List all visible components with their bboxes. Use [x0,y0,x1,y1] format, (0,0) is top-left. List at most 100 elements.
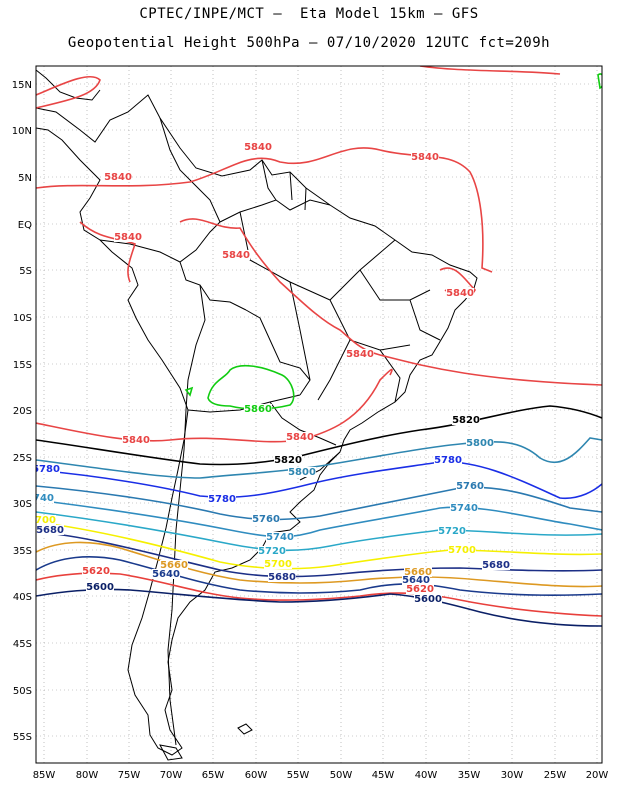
contour-label-bg [36,515,56,525]
falkland-islands [237,723,253,735]
contour-label-5760: 5760 [456,481,484,492]
border-guianas [261,159,307,211]
contour-label-bg [208,494,236,504]
contour-label-bg [258,546,286,556]
contour-label-bg [266,532,294,542]
contour-label-5780: 5780 [32,464,60,475]
lon-label: 25W [544,770,567,781]
contour-label-5820: 5820 [452,415,480,426]
lat-label: 50S [13,686,32,697]
lat-label: 55S [13,732,32,743]
lat-label: 45S [13,639,32,650]
lon-label: 75W [118,770,141,781]
lon-label: 55W [287,770,310,781]
contour-label-bg [252,514,280,524]
lon-label: 20W [586,770,609,781]
contour-label-bg [452,415,480,425]
contour-5640 [36,556,602,596]
contour-label-bg [274,455,302,465]
border-peru-brazil [179,261,247,311]
border-bolivia-argentina [187,394,301,413]
contour-label-5800: 5800 [466,438,494,449]
contour-5840-amazon [79,218,602,386]
contour-label-bg [434,455,462,465]
contour-label-5840: 5840 [446,288,474,299]
lat-label: 15S [13,360,32,371]
contour-label-5740: 5740 [26,493,54,504]
contour-label-5620: 5620 [406,584,434,595]
lon-label: 80W [76,770,99,781]
contour-label-bg [264,559,292,569]
south-america-coastline [36,94,478,756]
lon-label: 60W [245,770,268,781]
lon-label: 70W [160,770,183,781]
contour-5860-high [184,73,602,410]
border-peru-bolivia-chile [185,284,206,411]
lat-label: 40S [13,592,32,603]
contour-5820 [36,405,602,466]
contour-label-5700: 5700 [28,515,56,526]
lat-label: 15N [12,80,32,91]
contour-5780 [36,461,602,500]
contour-label-5720: 5720 [258,546,286,557]
lon-label: 85W [33,770,56,781]
contour-label-bg [82,566,110,576]
map-title-line2: Geopotential Height 500hPa – 07/10/2020 … [67,35,551,51]
contour-label-5780: 5780 [208,494,236,505]
contour-5720 [36,511,602,552]
contour-label-5640: 5640 [402,575,430,586]
contour-label-bg [114,232,142,242]
contour-label-5840: 5840 [122,435,150,446]
contour-label-bg [36,493,54,503]
contour-label-5740: 5740 [266,532,294,543]
lon-label: 40W [415,770,438,781]
lon-label: 45W [372,770,395,781]
lat-label: 5N [18,173,32,184]
contour-label-5680: 5680 [268,572,296,583]
contour-label-5780: 5780 [434,455,462,466]
border-venezuela-brazil [219,199,331,223]
contour-label-5840: 5840 [104,172,132,183]
contour-label-bg [244,404,272,414]
contour-label-5840: 5840 [286,432,314,443]
contour-label-5600: 5600 [86,582,114,593]
lat-label: 30S [13,499,32,510]
lat-lon-grid [36,66,602,763]
contour-label-5700: 5700 [448,545,476,556]
contour-5700 [36,521,602,570]
tierra-del-fuego [159,744,183,761]
contour-label-5640: 5640 [152,569,180,580]
contour-label-bg [450,503,478,513]
axis-labels: 15N 10N 5N EQ 5S 10S 15S 20S 25S 30S 35S 40S 45S 50S 5… [12,80,609,781]
contour-label-bg [104,172,132,182]
contour-5760 [36,485,602,521]
contour-label-bg [346,349,374,359]
contour-label-5820: 5820 [274,455,302,466]
contour-label-5840: 5840 [222,250,250,261]
lat-label: 25S [13,453,32,464]
contour-label-bg [288,467,316,477]
contour-label-5740: 5740 [450,503,478,514]
contour-label-5680: 5680 [482,560,510,571]
contour-label-bg [438,526,466,536]
contour-label-5840: 5840 [346,349,374,360]
contour-label-bg [414,594,442,604]
border-bolivia-brazil [245,309,311,396]
contour-label-bg [36,525,64,535]
border-paraguay [269,401,337,446]
contour-labels: 5840 5840 5840 5840 5840 5840 5840 5840 5840 5860… [26,142,510,605]
contour-5840-north [36,66,561,273]
contour-5680 [36,531,602,578]
contour-label-bg [402,575,430,585]
contour-label-bg [86,582,114,592]
lon-label: 65W [202,770,225,781]
contour-label-bg [160,560,188,570]
contour-label-5720: 5720 [438,526,466,537]
contour-label-bg [268,572,296,582]
contour-5620 [36,572,602,617]
contour-label-5860: 5860 [244,404,272,415]
contour-label-bg [244,142,272,152]
map-title-line1: CPTEC/INPE/MCT – Eta Model 15km – GFS [139,6,479,22]
contour-label-bg [122,435,150,445]
